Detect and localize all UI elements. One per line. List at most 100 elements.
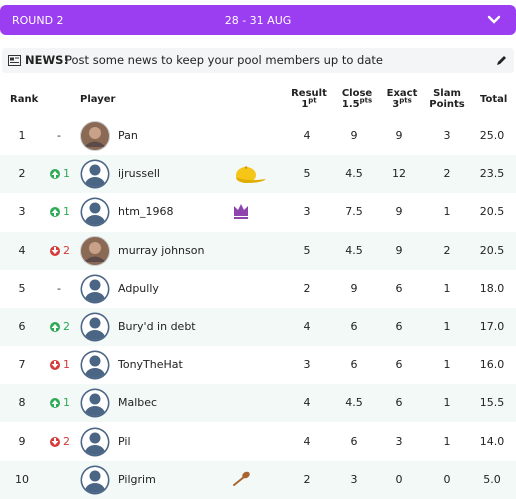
rank-change: 2 xyxy=(63,320,70,333)
rank: 3 xyxy=(18,205,26,219)
slam: 0 xyxy=(443,472,451,486)
avatar-default xyxy=(80,350,110,380)
trend-up xyxy=(50,207,60,218)
rank: 2 xyxy=(18,167,26,181)
result: 5 xyxy=(303,243,311,257)
exact: 9 xyxy=(395,243,403,257)
close: 6 xyxy=(350,320,358,333)
rank-header: Rank xyxy=(10,94,39,105)
result-header: Result 1pt xyxy=(286,88,332,110)
total-header: Total xyxy=(480,94,508,105)
close: 4.5 xyxy=(345,243,363,257)
standings-row: 7 1 TonyTheHat 3 6 6 1 16.0 xyxy=(0,346,516,385)
player-name: Bury'd in debt xyxy=(118,320,196,333)
news-icon xyxy=(8,55,21,66)
result: 2 xyxy=(303,281,311,295)
header-sup: pt xyxy=(308,96,317,105)
avatar-default xyxy=(80,388,110,418)
header-sub: Points xyxy=(429,99,465,110)
news-bar: NEWS! Post some news to keep your pool m… xyxy=(2,48,514,73)
header-label: Slam xyxy=(433,88,461,99)
round-label: ROUND 2 xyxy=(12,14,64,27)
trend-down xyxy=(50,436,60,447)
close: 4.5 xyxy=(345,167,363,181)
header-label: Close xyxy=(341,88,373,99)
exact: 6 xyxy=(395,396,403,410)
rank-change: 2 xyxy=(63,243,70,257)
rank-change: 1 xyxy=(63,167,70,181)
close: 6 xyxy=(350,358,358,372)
header-label: Result xyxy=(291,88,327,99)
slam: 3 xyxy=(443,129,451,142)
total: 5.0 xyxy=(483,472,501,486)
total: 18.0 xyxy=(479,281,505,295)
header-sub: 1.5 xyxy=(341,99,360,110)
header-sub-line: 3pts xyxy=(379,96,425,110)
result: 3 xyxy=(303,205,311,219)
standings-row: 9 2 Pil 4 6 3 1 14.0 xyxy=(0,422,516,461)
player-name: htm_1968 xyxy=(118,205,174,219)
rank-change: 1 xyxy=(63,358,70,372)
table-header: Rank Player Result 1pt Close 1.5pts Exact 3pts S… xyxy=(0,80,516,118)
standings-row: 6 2 Bury'd in debt 4 6 6 1 17.0 xyxy=(0,308,516,346)
rank: 8 xyxy=(18,396,26,410)
slam: 1 xyxy=(443,281,451,295)
header-sub-line: 1.5pts xyxy=(334,96,380,110)
avatar-default xyxy=(80,312,110,342)
close: 9 xyxy=(350,281,358,295)
slam: 2 xyxy=(443,243,451,257)
header-sub: 3 xyxy=(392,99,400,110)
header-sup: pts xyxy=(359,96,373,105)
result: 4 xyxy=(303,320,311,333)
slam-header: Slam Points xyxy=(424,88,470,110)
result: 4 xyxy=(303,396,311,410)
avatar-default xyxy=(80,427,110,457)
rank-change: - xyxy=(57,129,61,142)
standings-row: 1 - Pan 4 9 9 3 25.0 xyxy=(0,117,516,155)
round-dates: 28 - 31 AUG xyxy=(224,14,292,27)
rank-change: - xyxy=(57,281,61,295)
slam: 1 xyxy=(443,434,451,448)
rank: 1 xyxy=(18,129,26,142)
rank: 10 xyxy=(15,472,29,486)
exact: 6 xyxy=(395,358,403,372)
close-header: Close 1.5pts xyxy=(334,88,380,110)
slam: 2 xyxy=(443,167,451,181)
close: 7.5 xyxy=(345,205,363,219)
trend-up xyxy=(50,322,60,332)
exact-header: Exact 3pts xyxy=(379,88,425,110)
exact: 3 xyxy=(395,434,403,448)
result: 5 xyxy=(303,167,311,181)
total: 15.5 xyxy=(479,396,505,410)
standings-row: 4 2 murray johnson 5 4.5 9 2 20.5 xyxy=(0,231,516,270)
close: 4.5 xyxy=(345,396,363,410)
total: 17.0 xyxy=(479,320,505,333)
exact: 6 xyxy=(395,320,403,333)
total: 20.5 xyxy=(479,205,505,219)
news-text: Post some news to keep your pool members… xyxy=(65,53,383,67)
close: 3 xyxy=(350,472,358,486)
avatar-photo xyxy=(80,121,110,151)
edit-news[interactable] xyxy=(496,54,508,66)
badge-crown xyxy=(234,204,248,220)
trend-up xyxy=(50,169,60,180)
total: 16.0 xyxy=(479,358,505,372)
standings-row: 10 Pilgrim 2 3 0 0 5.0 xyxy=(0,460,516,499)
header-label: Exact xyxy=(386,88,418,99)
exact: 0 xyxy=(395,472,403,486)
header-sub-line: 1pt xyxy=(286,96,332,110)
slam: 1 xyxy=(443,396,451,410)
exact: 6 xyxy=(395,281,403,295)
trend-down xyxy=(50,360,60,371)
standings-row: 5 - Adpully 2 9 6 1 18.0 xyxy=(0,269,516,308)
standings-row: 2 1 ijrussell 5 4.5 12 2 23.5 xyxy=(0,155,516,194)
expand-chevron[interactable] xyxy=(487,14,501,26)
badge-cap xyxy=(236,166,266,184)
player-name: ijrussell xyxy=(118,167,160,181)
badge-spoon xyxy=(233,471,250,486)
round-bar[interactable]: ROUND 2 28 - 31 AUG xyxy=(0,5,516,35)
close: 9 xyxy=(350,129,358,142)
player-name: TonyTheHat xyxy=(118,358,183,372)
header-sup: pts xyxy=(399,96,412,105)
